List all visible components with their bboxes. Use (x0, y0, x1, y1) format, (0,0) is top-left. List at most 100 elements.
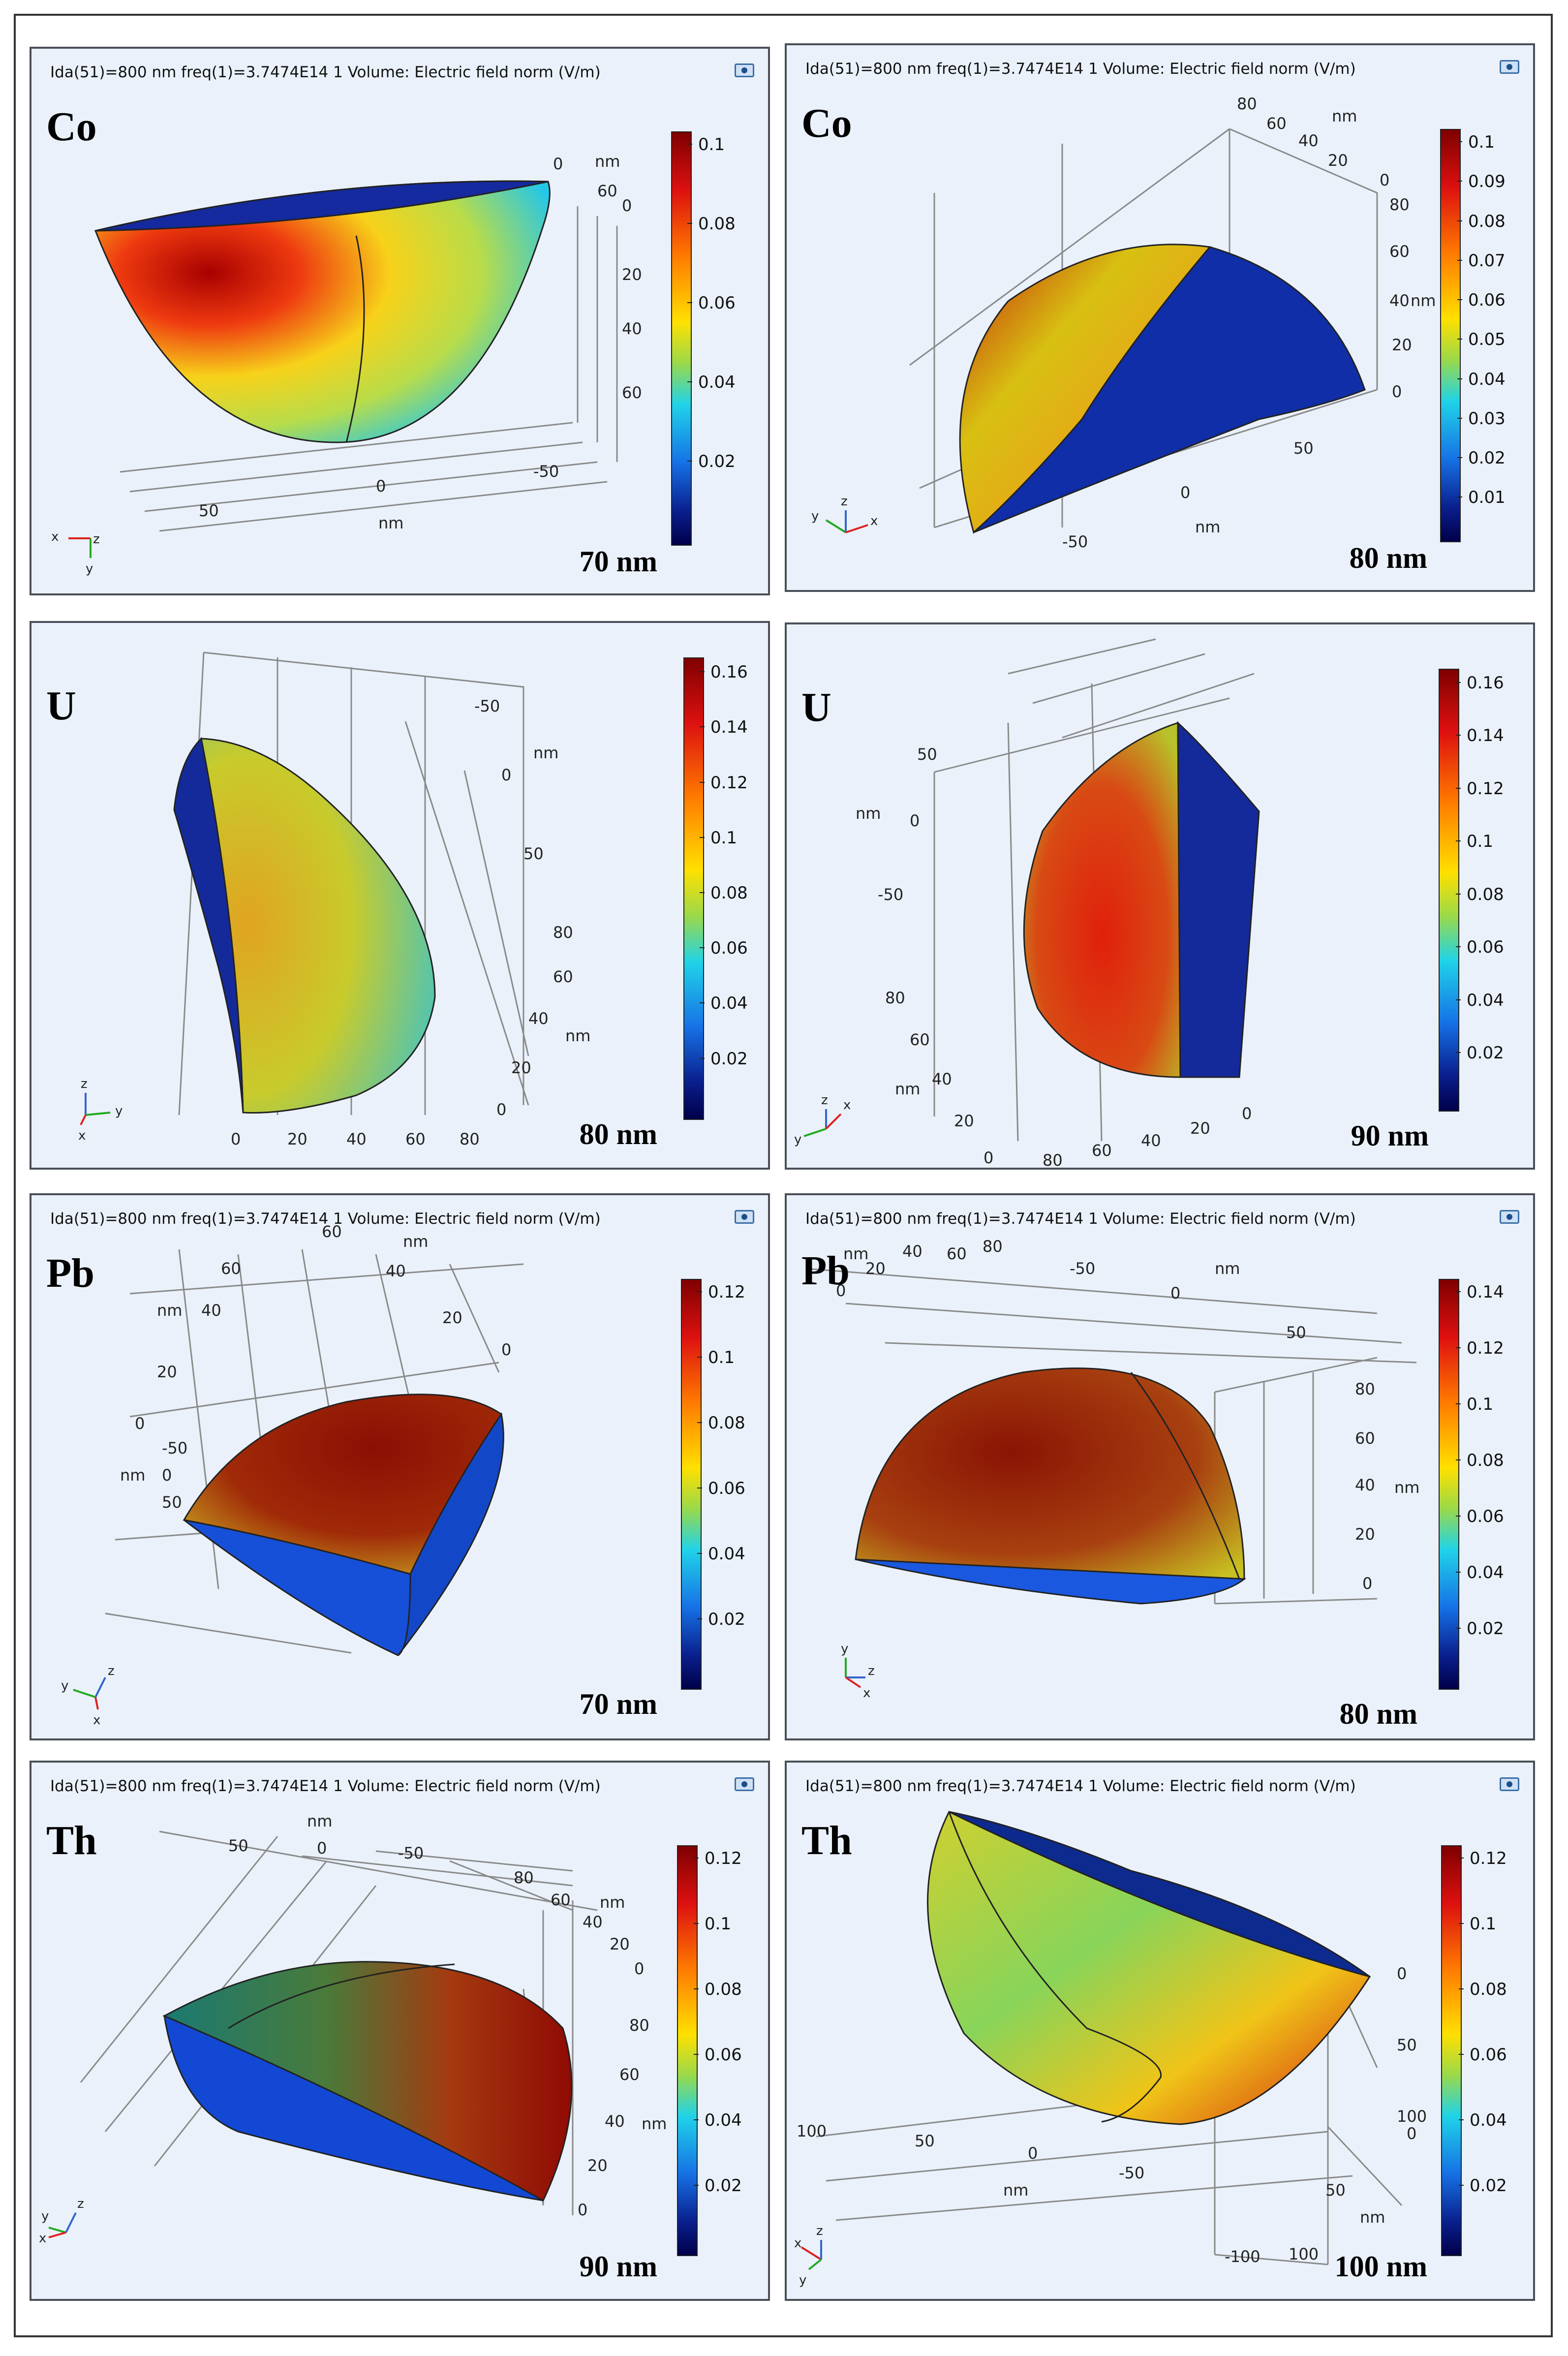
svg-text:-50: -50 (1062, 532, 1088, 551)
camera-icon[interactable] (1500, 1777, 1519, 1791)
svg-text:60: 60 (405, 1130, 426, 1148)
colorbar-tick-mark (697, 1291, 702, 1293)
svg-text:nm: nm (595, 152, 620, 171)
camera-icon[interactable] (735, 1210, 754, 1224)
panel-th-100nm: 0 50 100 0 50 nm 100 100 50 0 -50 nm -100 x z … (785, 1761, 1535, 2301)
svg-text:z: z (77, 2197, 84, 2211)
colorbar-tick-mark (1457, 181, 1462, 182)
colorbar-tick-label: 0.1 (710, 828, 738, 848)
colorbar-tick-mark (1456, 1052, 1461, 1054)
panel-pb-80nm: nm 40 60 80 -50 nm 20 0 0 50 80 60 40 nm 20 0 y … (785, 1193, 1535, 1740)
svg-text:80: 80 (553, 923, 573, 942)
axis-triad: x z y (51, 529, 100, 576)
svg-text:80: 80 (885, 989, 905, 1007)
colorbar-tick-label: 0.08 (708, 1413, 745, 1433)
camera-icon[interactable] (1500, 1210, 1519, 1224)
colorbar-tick-mark (694, 2053, 699, 2055)
colorbar-tick-label: 0.02 (708, 1609, 745, 1629)
svg-text:0: 0 (1407, 2124, 1416, 2143)
colorbar-tick-label: 0.06 (705, 2045, 742, 2065)
svg-text:z: z (868, 1664, 875, 1678)
colorbar-tick-label: 0.04 (1468, 369, 1506, 389)
panel-header: Ida(51)=800 nm freq(1)=3.7474E14 1 Volum… (805, 1777, 1356, 1795)
surface-top-face (95, 180, 549, 232)
svg-text:0: 0 (1180, 483, 1190, 502)
panel-header: Ida(51)=800 nm freq(1)=3.7474E14 1 Volum… (805, 1210, 1356, 1228)
colorbar-tick-label: 0.12 (710, 773, 748, 793)
panel-u-90nm: 50 nm 0 -50 80 60 40 nm 20 0 80 60 40 20 0 z x … (785, 622, 1535, 1170)
svg-text:20: 20 (1190, 1119, 1210, 1138)
svg-text:-50: -50 (474, 697, 500, 715)
axis-triad: y z x (841, 1642, 875, 1701)
svg-text:nm: nm (157, 1301, 182, 1320)
colorbar-tick-mark (700, 781, 705, 783)
colorbar-tick-mark (1456, 1515, 1461, 1517)
svg-text:50: 50 (1325, 2181, 1346, 2200)
svg-text:-50: -50 (878, 885, 903, 904)
svg-text:60: 60 (1389, 242, 1410, 261)
svg-text:50: 50 (523, 844, 544, 863)
panel-header: Ida(51)=800 nm freq(1)=3.7474E14 1 Volum… (50, 63, 601, 81)
colorbar-tick-mark (700, 947, 705, 949)
colorbar-tick-mark (687, 302, 692, 303)
surface-face (973, 246, 1366, 533)
colorbar-tick-label: 0.02 (1467, 1618, 1504, 1639)
svg-text:20: 20 (442, 1308, 462, 1327)
colorbar-tick-label: 0.12 (1467, 778, 1504, 799)
colorbar-tick-mark (1459, 2184, 1464, 2186)
svg-text:0: 0 (501, 766, 511, 784)
svg-text:nm: nm (642, 2114, 667, 2133)
colorbar-tick-mark (1456, 893, 1461, 895)
svg-text:80: 80 (460, 1130, 480, 1148)
svg-text:50: 50 (917, 745, 937, 764)
svg-text:20: 20 (287, 1130, 307, 1148)
panel-co-70nm: nm 0 60 0 20 40 60 50 0 -50 nm x z y Ida(51)=… (30, 47, 770, 595)
svg-text:40: 40 (346, 1130, 367, 1148)
svg-text:20: 20 (610, 1935, 630, 1953)
colorbar-tick-mark (700, 892, 705, 894)
svg-text:60: 60 (553, 967, 573, 986)
svg-text:y: y (86, 561, 93, 576)
svg-text:60: 60 (947, 1244, 967, 1263)
colorbar-tick-label: 0.1 (698, 135, 725, 155)
colorbar-tick-mark (1456, 999, 1461, 1000)
surface-face (163, 2015, 544, 2201)
colorbar-tick-mark (700, 1057, 705, 1059)
svg-text:40: 40 (583, 1913, 603, 1931)
camera-icon[interactable] (1500, 60, 1519, 74)
svg-text:20: 20 (622, 265, 642, 284)
svg-text:20: 20 (1328, 151, 1348, 170)
svg-text:60: 60 (597, 182, 617, 200)
camera-icon[interactable] (735, 1777, 754, 1791)
colorbar-tick-label: 0.08 (698, 214, 736, 234)
colorbar-tick-label: 0.1 (705, 1914, 732, 1934)
svg-text:x: x (863, 1686, 870, 1701)
surface-face (949, 1811, 1370, 1978)
svg-text:nm: nm (856, 804, 881, 823)
svg-text:60: 60 (1355, 1429, 1375, 1448)
svg-text:80: 80 (629, 2016, 649, 2035)
colorbar-tick-mark (697, 1618, 702, 1619)
colorbar-tick-mark (694, 1922, 699, 1924)
svg-text:0: 0 (231, 1130, 241, 1148)
colorbar-tick-label: 0.04 (705, 2110, 742, 2130)
colorbar-tick-mark (1457, 496, 1462, 498)
svg-text:y: y (794, 1132, 801, 1147)
panel-u-80nm: -50 nm 0 50 80 60 40 nm 20 0 0 20 40 60 80 z y … (30, 621, 770, 1170)
colorbar-tick-label: 0.12 (1470, 1849, 1507, 1869)
svg-text:60: 60 (1092, 1141, 1112, 1160)
svg-text:x: x (39, 2231, 46, 2246)
svg-text:40: 40 (386, 1262, 406, 1280)
plot-canvas: 50 nm 0 -50 80 60 40 nm 20 0 80 60 40 20 0 z x … (794, 638, 1260, 1168)
svg-text:z: z (81, 1077, 88, 1091)
svg-text:x: x (870, 514, 878, 528)
colorbar-tick-label: 0.12 (1467, 1338, 1504, 1358)
svg-text:80: 80 (1355, 1380, 1375, 1398)
svg-text:nm: nm (1215, 1259, 1240, 1278)
svg-text:nm: nm (565, 1026, 590, 1045)
svg-text:nm: nm (1411, 291, 1436, 310)
material-label: Co (801, 100, 852, 146)
colorbar-tick-mark (697, 1552, 702, 1554)
size-label: 80 nm (1339, 1698, 1417, 1730)
camera-icon[interactable] (735, 63, 754, 77)
